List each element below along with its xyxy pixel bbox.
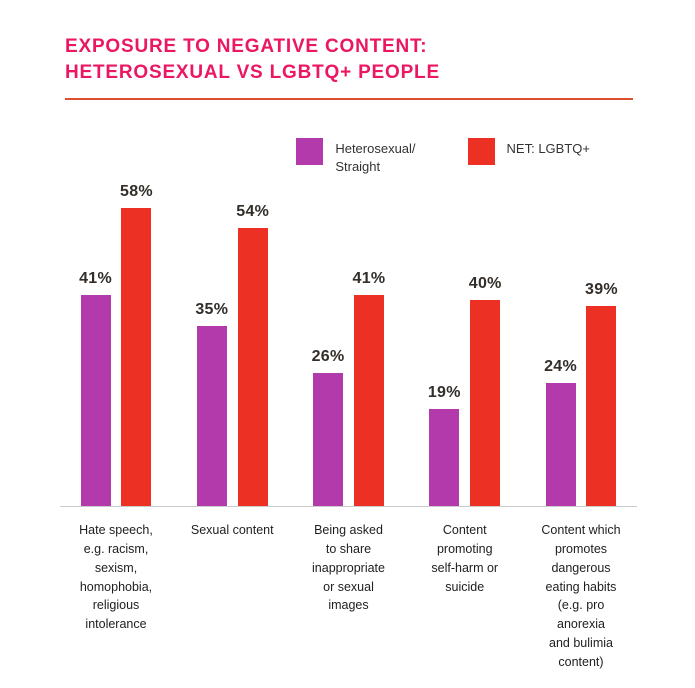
bar-column: 41% [352, 270, 386, 507]
bar [196, 326, 227, 507]
bar-group: 41% 58% [60, 183, 172, 507]
bar-value-label: 54% [236, 203, 270, 221]
bar-value-label: 40% [468, 275, 502, 293]
bar-column: 24% [544, 358, 577, 507]
legend-item-lgbtq: NET: LGBTQ+ [467, 138, 590, 166]
bar-group: 19% 40% [409, 275, 521, 507]
bar-value-label: 58% [120, 182, 153, 200]
category-label: Hate speech, e.g. racism, sexism, homoph… [79, 523, 153, 632]
bar-column: 35% [195, 301, 229, 507]
bar [313, 372, 344, 507]
bar [429, 408, 460, 507]
legend-label-heterosexual: Heterosexual/ Straight [335, 141, 416, 174]
category-label: Being asked to share inappropriate or se… [312, 523, 385, 613]
bar-column: 58% [120, 183, 153, 507]
legend-item-heterosexual: Heterosexual/ Straight [296, 138, 416, 175]
bar-column: 39% [585, 281, 618, 507]
bar-column: 41% [79, 270, 112, 507]
bar-value-label: 24% [544, 357, 577, 375]
bar-column: 40% [468, 275, 502, 507]
category-labels-row: Hate speech, e.g. racism, sexism, homoph… [60, 521, 637, 671]
chart-title-line2: HETEROSEXUAL VS LGBTQ+ PEOPLE [65, 62, 440, 84]
bar-value-label: 19% [427, 383, 461, 401]
bar [121, 207, 152, 507]
bar [586, 305, 617, 507]
plot-area: 41% 58% 35% 54% 26% 41% 19% 40% 24% 39% [60, 178, 637, 508]
legend-label-lgbtq: NET: LGBTQ+ [506, 141, 590, 157]
legend-swatch-purple [296, 138, 324, 166]
category-label: Content which promotes dangerous eating … [541, 523, 621, 669]
title-divider [65, 98, 633, 101]
bar-value-label: 41% [79, 270, 112, 288]
bar-column: 54% [236, 203, 270, 507]
bar-value-label: 35% [195, 301, 229, 319]
legend-swatch-red [467, 138, 495, 166]
chart-title: EXPOSURE TO NEGATIVE CONTENT: HETEROSEXU… [65, 34, 635, 86]
bar [353, 295, 384, 507]
bar-column: 19% [428, 384, 461, 507]
bar [470, 300, 501, 507]
category-label: Content promoting self-harm or suicide [431, 523, 499, 594]
bar-column: 26% [312, 348, 345, 507]
category-label: Sexual content [190, 523, 274, 538]
bar-value-label: 41% [352, 270, 386, 288]
bar-group: 24% 39% [525, 281, 637, 507]
bar [80, 295, 111, 507]
chart-title-line1: EXPOSURE TO NEGATIVE CONTENT: [65, 36, 428, 57]
bar [545, 382, 576, 507]
bar-group: 26% 41% [293, 270, 405, 507]
bar-value-label: 26% [311, 347, 345, 365]
legend: Heterosexual/ Straight NET: LGBTQ+ [0, 138, 590, 178]
bar-value-label: 39% [585, 280, 618, 298]
bar [237, 228, 268, 507]
bar-group: 35% 54% [176, 203, 288, 507]
